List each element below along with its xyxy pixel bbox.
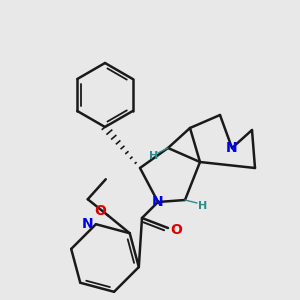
Text: N: N [226, 141, 238, 155]
Text: N: N [152, 195, 164, 209]
Text: H: H [198, 201, 208, 211]
Text: N: N [82, 217, 94, 231]
Text: H: H [149, 151, 159, 161]
Text: O: O [170, 223, 182, 237]
Text: O: O [94, 204, 106, 218]
